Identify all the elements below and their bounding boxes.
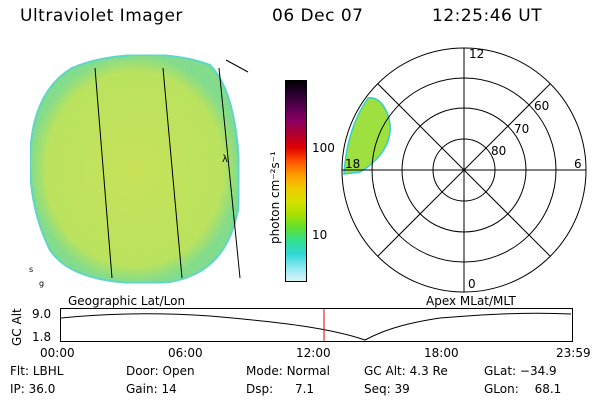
meridian-line-1 [94, 67, 113, 279]
colorbar-tick-10: 10 [312, 228, 328, 242]
aurora-patch [343, 97, 391, 175]
lat-label-70: 70 [514, 122, 529, 136]
seq-info: Seq: 39 [364, 382, 410, 396]
gain-value: 14 [161, 382, 177, 396]
door-value: Open [162, 364, 195, 378]
door-info: Door: Open [126, 364, 195, 378]
seq-value: 39 [394, 382, 410, 396]
lat-label-60: 60 [534, 99, 549, 113]
glon-value: 68.1 [534, 382, 562, 396]
dsp-value: 7.1 [294, 382, 315, 396]
altitude-plot [60, 308, 573, 342]
glon-info: GLon: 68.1 [484, 382, 562, 396]
instrument-title: Ultraviolet Imager [20, 6, 183, 26]
colorbar-tick-100: 100 [312, 141, 335, 155]
filter-value: LBHL [32, 364, 64, 378]
altitude-curve [60, 312, 572, 341]
glat-value: −34.9 [519, 364, 557, 378]
altitude-ylabel: GC Alt [10, 308, 24, 346]
time-label: 12:25:46 UT [432, 6, 543, 26]
geo-panel-label: Geographic Lat/Lon [68, 294, 186, 308]
geo-mark-lambda: λ [222, 154, 228, 165]
date-label: 06 Dec 07 [272, 6, 364, 26]
altitude-tick-9: 9.0 [32, 307, 52, 321]
glat-info: GLat: −34.9 [484, 364, 557, 378]
time-tick-0600: 06:00 [168, 346, 203, 360]
time-tick-0000: 00:00 [40, 346, 75, 360]
limb-tick [225, 59, 249, 73]
time-tick-1200: 12:00 [296, 346, 331, 360]
mlt-label-6: 6 [574, 157, 582, 171]
ip-value: 36.0 [28, 382, 56, 396]
geo-mark-g: g [39, 279, 44, 288]
lat-label-80: 80 [491, 144, 506, 158]
polar-diagonal-2 [377, 83, 551, 257]
geo-mark-s: s [29, 265, 33, 274]
colorbar-gradient [286, 81, 306, 281]
gain-info: Gain: 14 [126, 382, 177, 396]
colorbar-unit-label: photon cm⁻²s⁻¹ [268, 151, 282, 244]
mode-value: Normal [286, 364, 330, 378]
gcalt-info: GC Alt: 4.3 Re [364, 364, 448, 378]
polar-panel-label: Apex MLat/MLT [426, 294, 516, 308]
time-tick-1800: 18:00 [424, 346, 459, 360]
meridian-line-2 [162, 67, 183, 279]
dsp-info: Dsp: 7.1 [246, 382, 315, 396]
colorbar [285, 80, 307, 282]
mlt-label-18: 18 [345, 157, 360, 171]
altitude-tick-1-8: 1.8 [32, 330, 52, 344]
filter-info: Flt: LBHL [10, 364, 64, 378]
gcalt-value: 4.3 Re [409, 364, 448, 378]
mode-info: Mode: Normal [246, 364, 330, 378]
mlt-label-0: 0 [468, 277, 476, 291]
polar-plot: 12 18 6 0 60 70 80 [341, 47, 587, 293]
mlt-label-12: 12 [469, 47, 484, 61]
meridian-line-3 [218, 67, 241, 279]
geographic-image: λ s g [29, 53, 249, 288]
ip-info: IP: 36.0 [10, 382, 56, 396]
earth-disk [29, 53, 241, 285]
time-tick-2359: 23:59 [556, 346, 591, 360]
